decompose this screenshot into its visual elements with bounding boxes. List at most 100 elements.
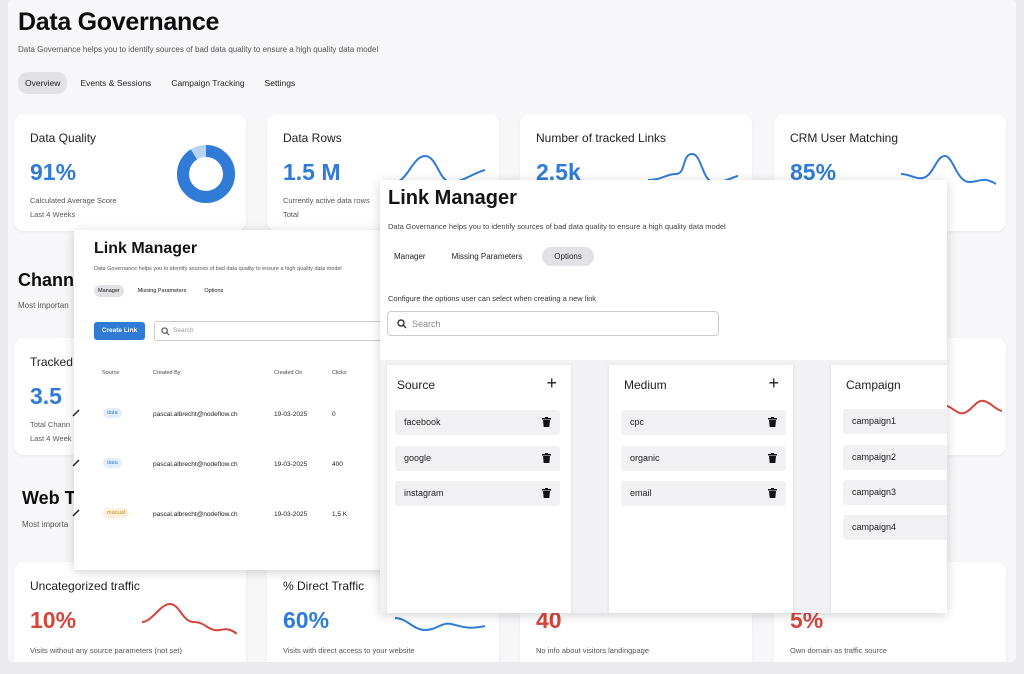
trash-icon[interactable] bbox=[768, 453, 777, 463]
card-uncategorized-traffic: Uncategorized traffic 10% Visits without… bbox=[14, 562, 246, 662]
card-title: Tracked bbox=[30, 355, 73, 369]
search-input[interactable]: Search bbox=[154, 321, 404, 341]
option-item[interactable]: campaign3 bbox=[843, 480, 947, 505]
created-by-cell: pascal.albrecht@nodeflow.ch bbox=[153, 461, 238, 468]
card-period: Total bbox=[283, 210, 299, 219]
card-data-quality: Data Quality 91% Calculated Average Scor… bbox=[14, 114, 246, 231]
quality-donut-chart bbox=[177, 145, 235, 203]
panel-title: Medium bbox=[624, 378, 667, 392]
option-item[interactable]: email bbox=[621, 481, 786, 506]
link-manager-tabs: Manager Missing Parameters Options bbox=[94, 285, 227, 297]
card-value: 3.5 bbox=[30, 383, 62, 409]
sparkline bbox=[395, 154, 485, 184]
card-subtitle: No info about visitors landingpage bbox=[536, 646, 649, 655]
source-badge: data bbox=[103, 458, 122, 468]
options-description: Configure the options user can select wh… bbox=[388, 294, 597, 303]
card-title: Data Quality bbox=[30, 131, 97, 145]
tab-manager[interactable]: Manager bbox=[394, 252, 426, 261]
option-item[interactable]: organic bbox=[621, 446, 786, 471]
card-value: 60% bbox=[283, 607, 330, 633]
campaign-options-panel: Campaign campaign1 campaign2 campaign3 c… bbox=[831, 365, 947, 613]
option-item[interactable]: facebook bbox=[395, 410, 560, 435]
panel-title: Source bbox=[397, 378, 436, 392]
option-label: facebook bbox=[404, 417, 441, 427]
tab-options[interactable]: Options bbox=[542, 247, 594, 266]
column-header-created-on: Created On bbox=[274, 370, 303, 376]
section-web-traffic-title: Web T bbox=[22, 488, 76, 508]
edit-icon[interactable] bbox=[72, 459, 80, 467]
tab-missing-parameters[interactable]: Missing Parameters bbox=[137, 288, 187, 294]
tab-missing-parameters[interactable]: Missing Parameters bbox=[451, 252, 523, 261]
option-label: campaign3 bbox=[852, 487, 897, 497]
trash-icon[interactable] bbox=[542, 488, 551, 498]
tab-settings[interactable]: Settings bbox=[264, 78, 296, 88]
window-subtitle: Data Governance helps you to identify so… bbox=[94, 266, 342, 272]
sparkline bbox=[901, 154, 996, 185]
option-label: google bbox=[404, 453, 432, 463]
option-label: instagram bbox=[404, 488, 444, 498]
option-label: organic bbox=[630, 453, 660, 463]
option-item[interactable]: campaign1 bbox=[843, 409, 947, 434]
page-title: Data Governance bbox=[18, 8, 220, 36]
option-item[interactable]: cpc bbox=[621, 410, 786, 435]
option-item[interactable]: campaign4 bbox=[843, 515, 947, 540]
option-label: cpc bbox=[630, 417, 645, 427]
add-source-button[interactable]: + bbox=[546, 373, 557, 393]
card-subtitle: Calculated Average Score bbox=[30, 196, 117, 205]
column-header-clicks: Clicks bbox=[332, 370, 347, 376]
option-item[interactable]: google bbox=[395, 446, 560, 471]
tab-manager[interactable]: Manager bbox=[94, 285, 124, 297]
created-on-cell: 19-03-2025 bbox=[274, 411, 308, 418]
card-subtitle: Own domain as traffic source bbox=[790, 646, 887, 655]
link-manager-window-small: Link Manager Data Governance helps you t… bbox=[74, 230, 404, 570]
option-label: campaign4 bbox=[852, 522, 897, 532]
page-subtitle: Data Governance helps you to identify so… bbox=[18, 45, 379, 54]
table-row[interactable]: data pascal.albrecht@nodeflow.ch 19-03-2… bbox=[94, 395, 404, 435]
edit-icon[interactable] bbox=[72, 409, 80, 417]
created-by-cell: pascal.albrecht@nodeflow.ch bbox=[153, 411, 238, 418]
card-value: 91% bbox=[30, 159, 77, 185]
tab-campaign-tracking[interactable]: Campaign Tracking bbox=[171, 78, 245, 88]
option-item[interactable]: instagram bbox=[395, 481, 560, 506]
edit-icon[interactable] bbox=[72, 509, 80, 517]
panel-title: Campaign bbox=[846, 378, 901, 392]
trash-icon[interactable] bbox=[542, 453, 551, 463]
card-title: Uncategorized traffic bbox=[30, 579, 140, 593]
window-title: Link Manager bbox=[94, 240, 198, 257]
column-header-created-by: Created By bbox=[153, 370, 181, 376]
section-channels-subtitle: Most importan bbox=[18, 301, 69, 310]
created-by-cell: pascal.albrecht@nodeflow.ch bbox=[153, 511, 238, 518]
search-placeholder: Search bbox=[173, 327, 194, 334]
tab-options[interactable]: Options bbox=[204, 288, 224, 294]
add-medium-button[interactable]: + bbox=[768, 373, 779, 393]
card-period: Last 4 Week bbox=[30, 434, 72, 443]
section-channels-title: Channe bbox=[18, 270, 85, 290]
search-placeholder: Search bbox=[412, 319, 441, 329]
source-badge: manual bbox=[103, 508, 130, 518]
trash-icon[interactable] bbox=[768, 488, 777, 498]
trash-icon[interactable] bbox=[542, 417, 551, 427]
search-input[interactable]: Search bbox=[387, 311, 719, 336]
window-subtitle: Data Governance helps you to identify so… bbox=[388, 222, 726, 231]
created-on-cell: 19-03-2025 bbox=[274, 511, 308, 518]
column-header-source: Source bbox=[102, 370, 120, 376]
option-label: email bbox=[630, 488, 652, 498]
tab-events-sessions[interactable]: Events & Sessions bbox=[80, 78, 152, 88]
card-subtitle: Visits without any source parameters (no… bbox=[30, 646, 183, 655]
card-value: 10% bbox=[30, 607, 77, 633]
section-web-traffic-subtitle: Most importa bbox=[22, 520, 69, 529]
option-item[interactable]: campaign2 bbox=[843, 445, 947, 470]
create-link-button[interactable]: Create Link bbox=[94, 322, 145, 340]
trash-icon[interactable] bbox=[768, 417, 777, 427]
clicks-cell: 1,5 K bbox=[332, 511, 348, 518]
search-icon bbox=[161, 327, 170, 336]
window-title: Link Manager bbox=[388, 187, 517, 209]
card-value: 1.5 M bbox=[283, 159, 341, 185]
link-manager-tabs: Manager Missing Parameters Options bbox=[388, 247, 594, 266]
sparkline bbox=[142, 602, 237, 635]
table-row[interactable]: data pascal.albrecht@nodeflow.ch 19-03-2… bbox=[94, 445, 404, 485]
clicks-cell: 400 bbox=[332, 461, 343, 468]
card-subtitle: Total Chann bbox=[30, 420, 71, 429]
table-row[interactable]: manual pascal.albrecht@nodeflow.ch 19-03… bbox=[94, 495, 404, 535]
tab-overview[interactable]: Overview bbox=[18, 72, 68, 94]
